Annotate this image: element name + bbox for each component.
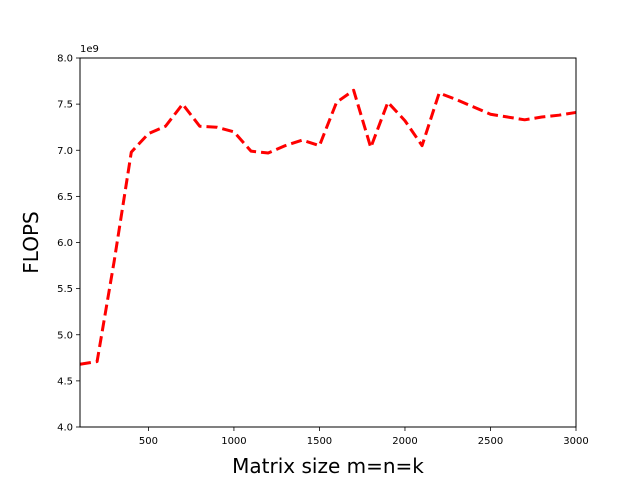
y-offset-label: 1e9 (80, 44, 99, 55)
y-tick-label: 4.0 (57, 423, 73, 434)
x-tick-label: 2500 (478, 436, 503, 447)
x-tick-label: 1500 (307, 436, 332, 447)
y-tick-label: 6.0 (57, 238, 73, 249)
series-layer (79, 88, 577, 366)
x-axis-label: Matrix size m=n=k (232, 454, 424, 478)
y-tick-label: 5.5 (57, 284, 73, 295)
x-axis-ticks: 500 1000 1500 2000 2500 3000 (139, 427, 589, 447)
y-tick-label: 4.5 (57, 376, 73, 387)
x-tick-label: 500 (139, 436, 158, 447)
y-axis-label: FLOPS (19, 211, 43, 273)
y-tick-label: 6.5 (57, 192, 73, 203)
y-tick-label: 5.0 (57, 330, 73, 341)
series-line (79, 88, 577, 366)
x-tick-label: 2000 (392, 436, 417, 447)
x-tick-label: 3000 (563, 436, 588, 447)
plot-background (80, 58, 576, 427)
y-tick-label: 7.0 (57, 146, 73, 157)
y-tick-label: 7.5 (57, 100, 73, 111)
y-axis-ticks: 4.0 4.5 5.0 5.5 6.0 6.5 7.0 7.5 8.0 (57, 54, 80, 434)
y-tick-label: 8.0 (57, 54, 73, 65)
x-tick-label: 1000 (221, 436, 246, 447)
